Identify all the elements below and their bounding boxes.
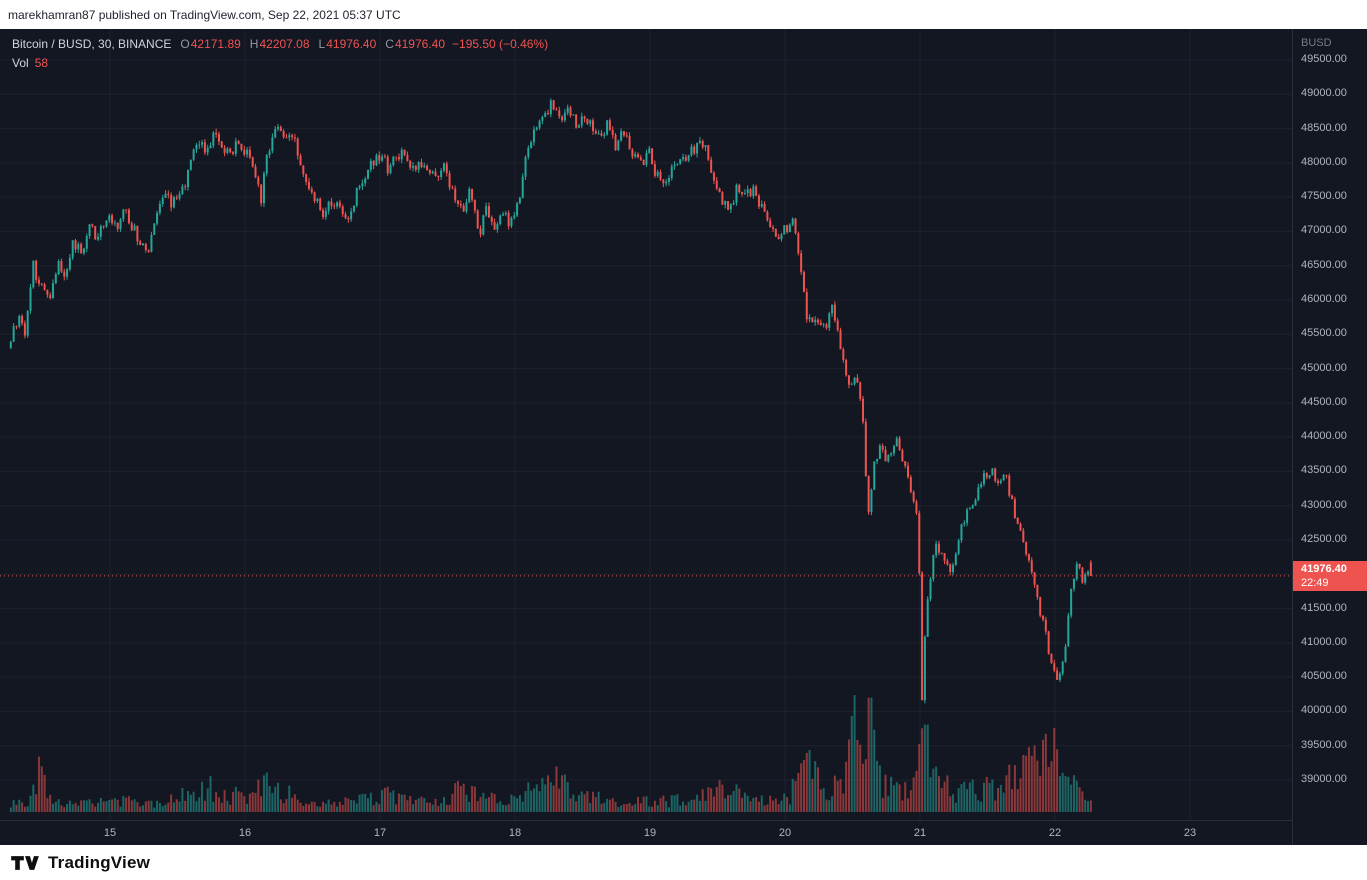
- price-tick-label: 42500.00: [1301, 533, 1347, 545]
- price-tick-label: 41000.00: [1301, 635, 1347, 648]
- publish-info-text: marekhamran87 published on TradingView.c…: [8, 7, 401, 22]
- price-tick-label: 46000.00: [1301, 293, 1347, 305]
- price-tick-label: 44000.00: [1301, 430, 1347, 443]
- time-tick-label: 23: [1183, 827, 1197, 839]
- brand-wordmark[interactable]: TradingView: [48, 852, 151, 872]
- price-tick-label: 40500.00: [1301, 670, 1347, 683]
- price-tick-label: 45500.00: [1301, 327, 1347, 340]
- close-value: 41976.40: [394, 37, 446, 51]
- low-label: L: [318, 37, 326, 51]
- time-tick-label: 18: [508, 827, 522, 839]
- price-tick-label: 46500.00: [1301, 258, 1347, 271]
- time-tick-label: 16: [238, 827, 252, 839]
- price-tick-label: 41500.00: [1301, 601, 1347, 614]
- bar-countdown: 22:49: [1301, 576, 1329, 589]
- last-price-tag: 41976.40 22:49: [1293, 560, 1367, 591]
- volume-label: Vol: [12, 56, 29, 70]
- chart-pane[interactable]: Bitcoin / BUSD, 30, BINANCE O42171.89 H422…: [0, 29, 1292, 820]
- change-value: −195.50 (−0.46%): [452, 37, 549, 51]
- open-label: O: [180, 37, 190, 51]
- price-tick-label: 47000.00: [1301, 224, 1347, 237]
- time-tick-label: 15: [103, 827, 117, 839]
- high-label: H: [249, 37, 259, 51]
- publish-info-bar: marekhamran87 published on TradingView.c…: [0, 0, 1367, 29]
- price-tick-label: 44500.00: [1301, 395, 1347, 408]
- price-tick-label: 40000.00: [1301, 704, 1347, 717]
- price-tick-label: 43500.00: [1301, 464, 1347, 477]
- symbol-title: Bitcoin / BUSD, 30, BINANCE: [12, 37, 172, 51]
- price-tick-label: 48000.00: [1301, 155, 1347, 168]
- price-tick-label: 45000.00: [1301, 361, 1347, 374]
- candlestick-chart[interactable]: [0, 29, 1292, 820]
- price-tick-label: 49500.00: [1301, 53, 1347, 65]
- price-tick-label: 39000.00: [1301, 773, 1347, 785]
- price-tick-label: 48500.00: [1301, 121, 1347, 134]
- chart-column: Bitcoin / BUSD, 30, BINANCE O42171.89 H422…: [0, 29, 1292, 845]
- time-tick-label: 21: [913, 827, 927, 839]
- time-tick-label: 17: [373, 827, 387, 839]
- volume-value: 58: [34, 56, 49, 70]
- chart-region: Bitcoin / BUSD, 30, BINANCE O42171.89 H422…: [0, 29, 1367, 845]
- price-axis[interactable]: BUSD 41976.40 22:49 49500.00 49000.00 4850…: [1292, 29, 1367, 845]
- chart-legend: Bitcoin / BUSD, 30, BINANCE O42171.89 H422…: [12, 36, 548, 71]
- time-tick-label: 20: [778, 827, 792, 839]
- close-label: C: [385, 37, 394, 51]
- price-tick-label: 43000.00: [1301, 498, 1347, 511]
- open-value: 42171.89: [190, 37, 241, 51]
- symbol-legend-row: Bitcoin / BUSD, 30, BINANCE O42171.89 H422…: [12, 36, 548, 52]
- price-tick-label: 49000.00: [1301, 87, 1347, 100]
- axis-currency-label: BUSD: [1301, 37, 1332, 49]
- tradingview-logo-icon[interactable]: [10, 853, 40, 873]
- low-value: 41976.40: [326, 37, 377, 51]
- time-axis[interactable]: 15 16 17 18 19 20 21 22 23: [0, 820, 1292, 845]
- price-tick-label: 47500.00: [1301, 190, 1347, 203]
- footer-bar: TradingView: [0, 845, 1367, 880]
- time-tick-label: 22: [1048, 827, 1062, 839]
- high-value: 42207.08: [259, 37, 310, 51]
- time-tick-label: 19: [643, 827, 657, 839]
- last-price-value: 41976.40: [1301, 562, 1347, 575]
- price-tick-label: 39500.00: [1301, 738, 1347, 751]
- volume-legend-row: Vol 58: [12, 55, 548, 71]
